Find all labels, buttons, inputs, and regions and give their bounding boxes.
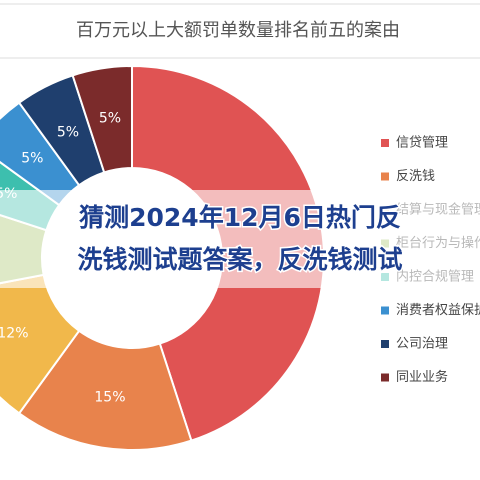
banner-backdrop (0, 190, 480, 288)
chart-title: 百万元以上大额罚单数量排名前五的案由 (76, 20, 400, 41)
banner-text: 洗钱测试题答案，反洗钱测试 (77, 245, 402, 274)
legend-label: 公司治理 (396, 337, 448, 352)
legend-swatch (381, 306, 389, 315)
value-label: 15% (94, 389, 125, 405)
legend-label: 同业业务 (396, 369, 448, 385)
value-label: 12% (0, 326, 29, 342)
legend-swatch (381, 340, 389, 348)
legend-label: 消费者权益保护 (396, 302, 480, 318)
donut-slice (71, 64, 133, 174)
value-label: 5% (99, 111, 121, 127)
legend-swatch (381, 172, 389, 181)
value-label: 5% (57, 124, 79, 140)
legend-label: 信贷管理 (396, 136, 448, 151)
donut-slice (0, 273, 81, 415)
legend-label: 反洗钱 (396, 169, 435, 184)
legend-swatch (381, 139, 389, 147)
banner-text: 猜测2024年12月6日热门反 (78, 203, 401, 232)
legend-swatch (381, 373, 389, 382)
value-label: 5% (21, 150, 43, 166)
donut-slice (17, 329, 193, 451)
